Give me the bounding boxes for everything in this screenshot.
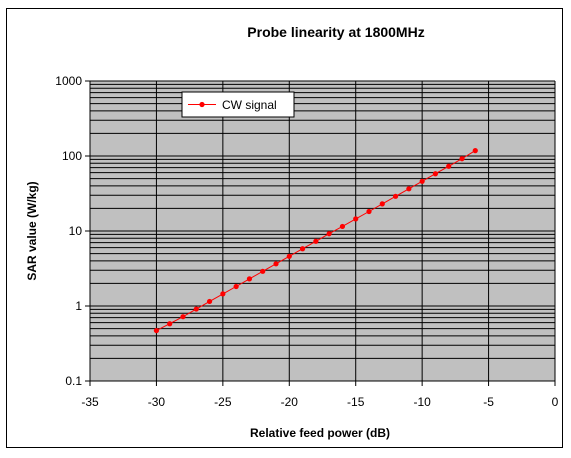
data-point — [220, 291, 226, 297]
x-axis-label: Relative feed power (dB) — [250, 426, 390, 440]
x-tick-label: -35 — [81, 395, 99, 409]
x-tick-label: -20 — [281, 395, 299, 409]
y-axis-label: SAR value (W/kg) — [25, 181, 39, 280]
data-point — [167, 321, 173, 327]
y-tick-label: 1 — [75, 299, 82, 313]
x-tick-label: -15 — [347, 395, 365, 409]
data-point — [353, 216, 359, 222]
data-point — [379, 201, 385, 207]
legend: CW signal — [181, 91, 295, 118]
x-tick-label: -25 — [214, 395, 232, 409]
grid-lines — [89, 80, 556, 382]
x-tick-label: 0 — [552, 395, 559, 409]
chart-title: Probe linearity at 1800MHz — [247, 24, 424, 40]
data-point — [366, 208, 372, 215]
data-point — [446, 163, 452, 169]
data-point — [206, 298, 213, 305]
data-point — [313, 238, 319, 244]
x-tick-label: -5 — [483, 395, 494, 409]
data-point — [260, 268, 266, 274]
x-tick-label: -30 — [148, 395, 166, 409]
series-layer — [153, 148, 478, 334]
y-tick-label: 10 — [69, 224, 83, 238]
data-point — [419, 178, 425, 184]
data-point — [406, 186, 412, 192]
legend-marker — [199, 101, 205, 108]
data-point — [233, 283, 239, 290]
data-point — [432, 171, 439, 177]
data-point — [286, 253, 292, 259]
y-tick-label: 1000 — [55, 74, 82, 88]
data-point — [273, 261, 279, 267]
axes — [85, 80, 556, 386]
x-tick-label: -10 — [413, 395, 431, 409]
y-tick-label: 100 — [62, 149, 82, 163]
data-point — [193, 306, 199, 312]
y-tick-label: 0.1 — [65, 374, 82, 388]
data-point — [326, 231, 332, 237]
data-point — [472, 148, 478, 154]
data-point — [246, 276, 253, 282]
legend-label: CW signal — [222, 98, 277, 112]
data-point — [392, 193, 399, 199]
data-point — [180, 314, 186, 320]
data-point — [299, 246, 306, 252]
tick-labels: -35 -30 -25 -20 -15 -10 -5 0 0.1 1 10 100 1000 — [55, 74, 558, 409]
data-point — [153, 327, 160, 334]
data-point — [459, 156, 465, 162]
data-point — [339, 223, 346, 230]
